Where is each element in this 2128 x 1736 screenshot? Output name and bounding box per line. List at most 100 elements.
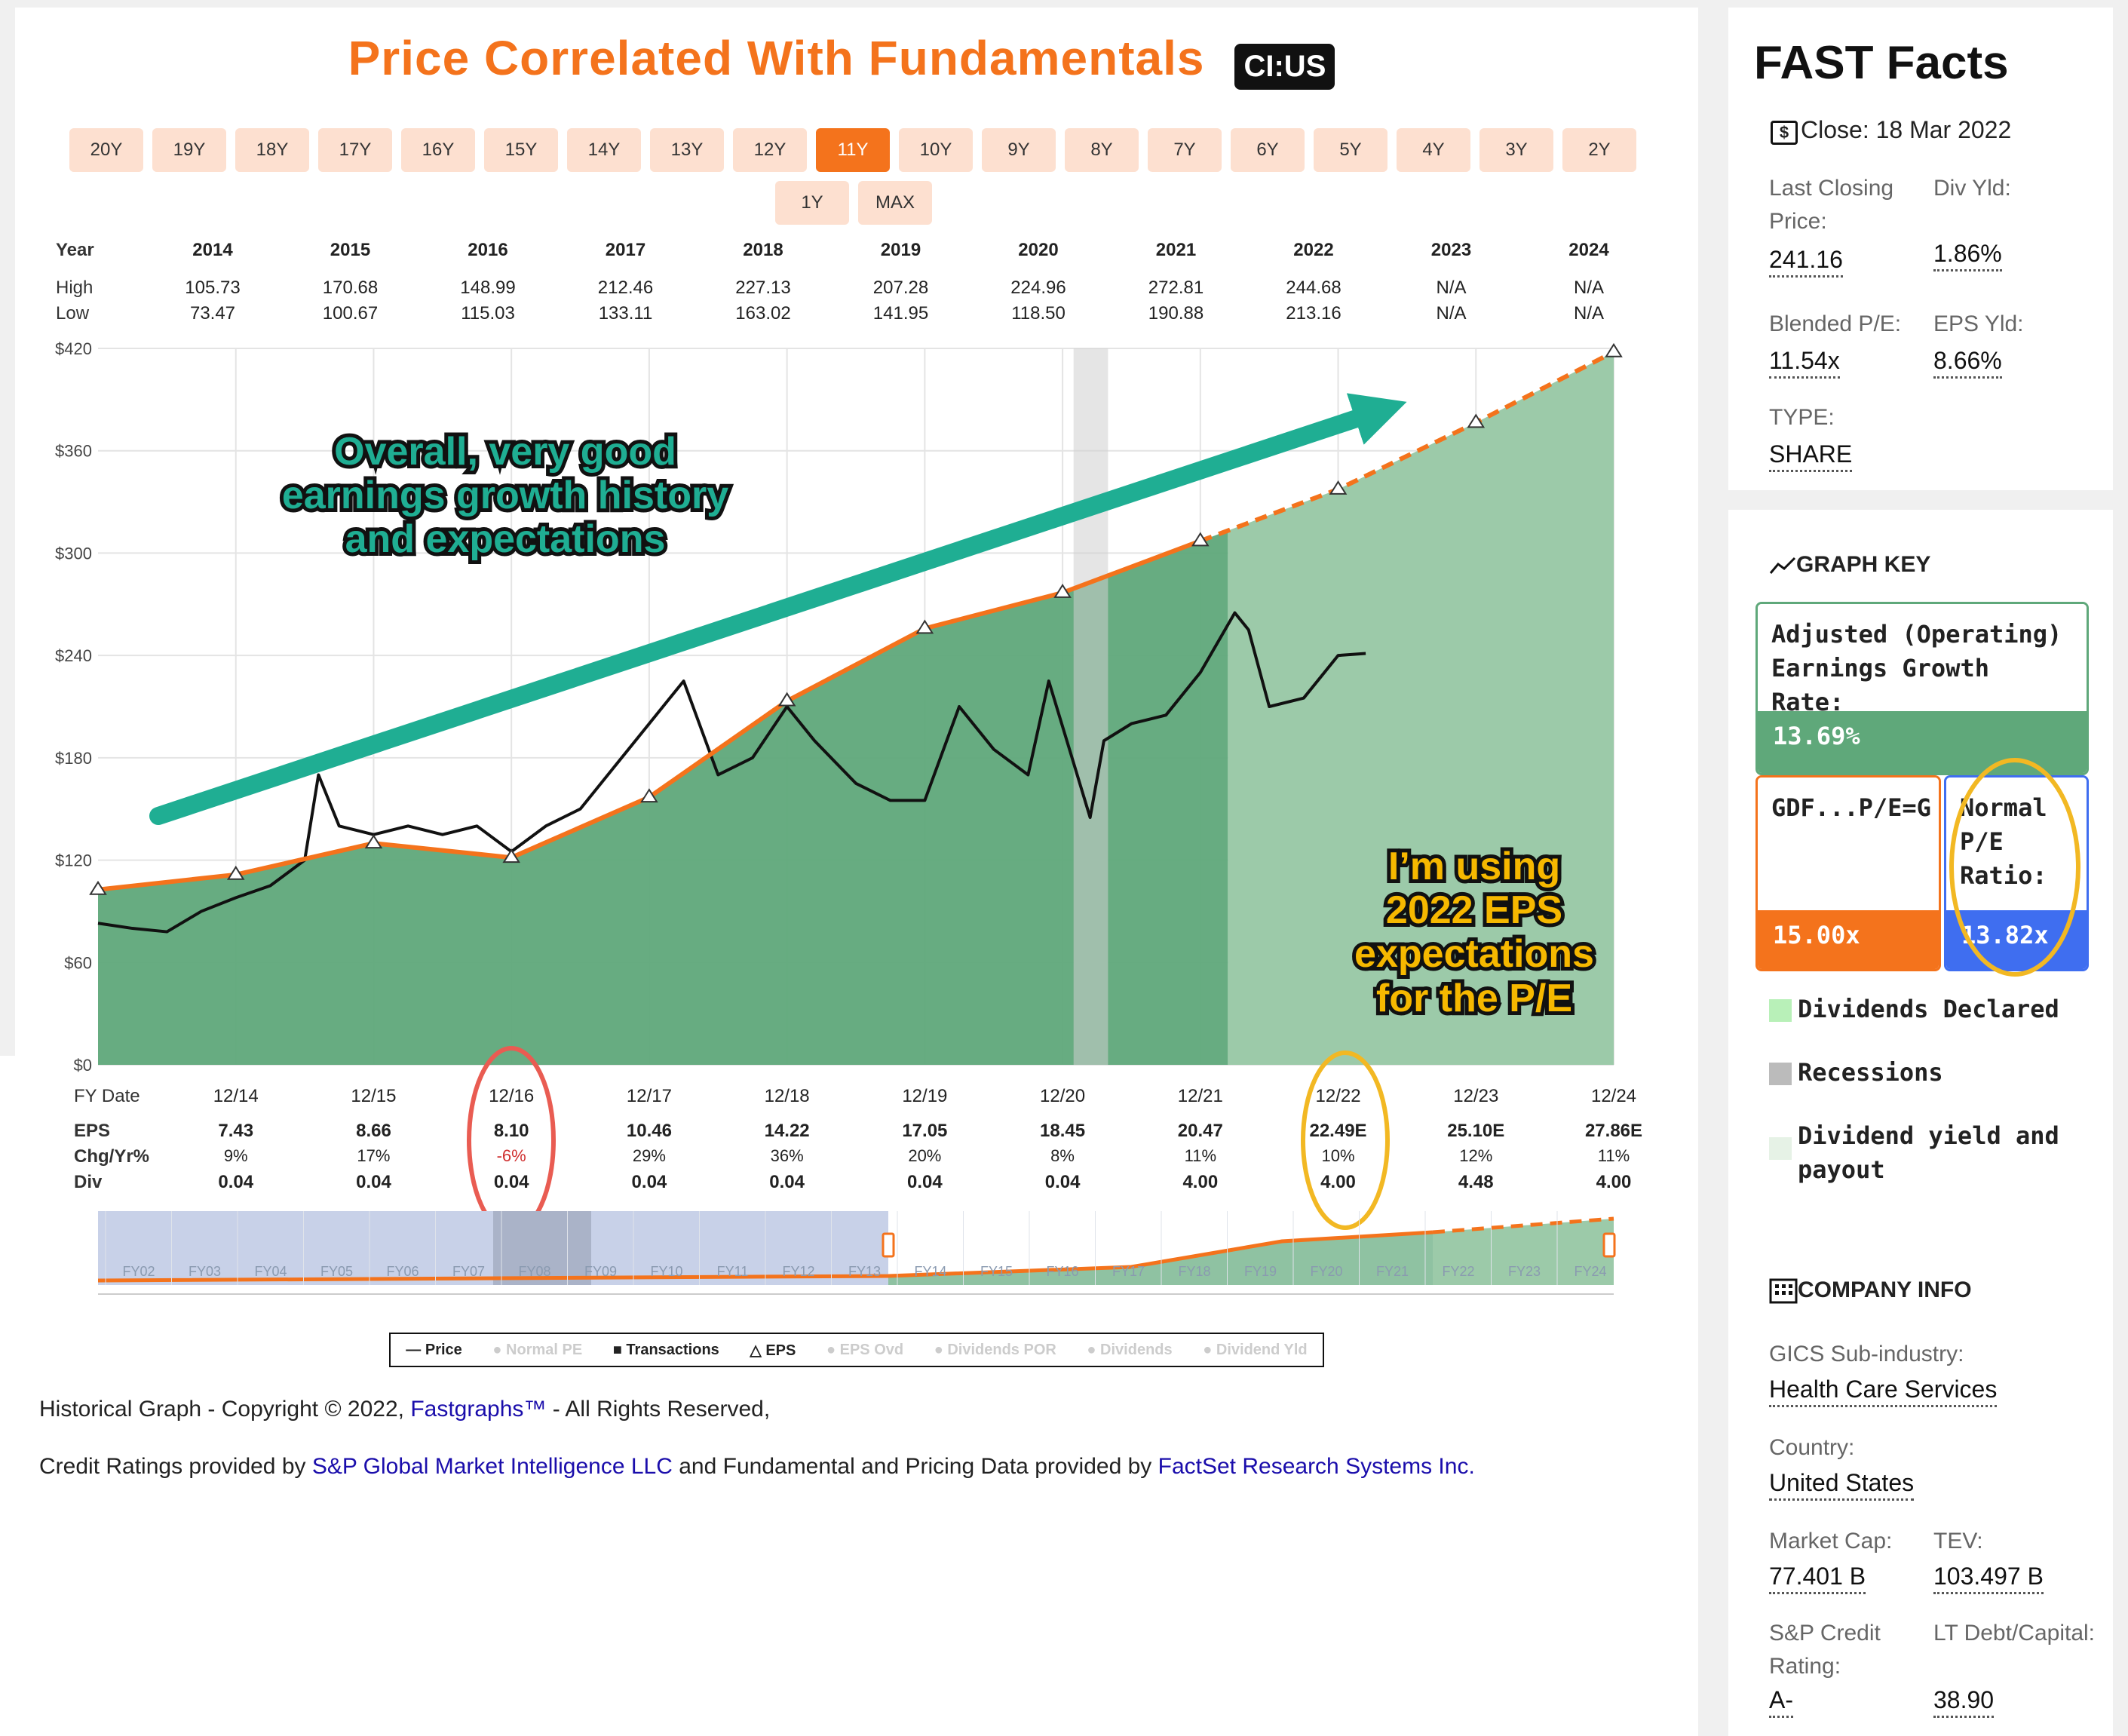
- y-tick-label: $0: [74, 1056, 92, 1075]
- eps-marker: [640, 788, 658, 803]
- timeframe-button-20y[interactable]: 20Y: [69, 128, 143, 172]
- overview-label: FY09: [584, 1264, 617, 1279]
- timeframe-button-8y[interactable]: 8Y: [1065, 128, 1139, 172]
- div-label: Div: [74, 1172, 103, 1192]
- chg-value: 20%: [908, 1146, 942, 1165]
- chg-value: 36%: [770, 1146, 804, 1165]
- graph-key-card: GRAPH KEY Adjusted (Operating) Earnings …: [1728, 510, 2113, 1264]
- year-header: 2023: [1430, 240, 1472, 260]
- eps-value: 14.22: [764, 1121, 810, 1141]
- timeframe-button-max[interactable]: MAX: [858, 181, 932, 225]
- timeframe-button-12y[interactable]: 12Y: [733, 128, 807, 172]
- type-value[interactable]: SHARE: [1769, 440, 1853, 472]
- eps-marker: [1605, 342, 1623, 357]
- legend-item[interactable]: — Price: [406, 1341, 462, 1358]
- blended-pe-value[interactable]: 11.54x: [1769, 347, 1840, 379]
- timeframe-button-18y[interactable]: 18Y: [235, 128, 309, 172]
- chg-value: -6%: [496, 1146, 526, 1165]
- last-close-value[interactable]: 241.16: [1769, 246, 1843, 278]
- ticker-badge: CI:US: [1234, 44, 1335, 90]
- timeframe-button-11y[interactable]: 11Y: [816, 128, 890, 172]
- legend-item[interactable]: ● EPS Ovd: [826, 1341, 904, 1358]
- tev-label: TEV:: [1933, 1529, 1983, 1554]
- year-header: 2020: [1018, 240, 1059, 260]
- legend-item[interactable]: ● Dividend Yld: [1203, 1341, 1308, 1358]
- timeframe-button-7y[interactable]: 7Y: [1148, 128, 1222, 172]
- div-value: 0.04: [218, 1172, 254, 1192]
- dividend-yield-swatch: [1769, 1137, 1792, 1160]
- eps-value: 25.10E: [1447, 1121, 1505, 1141]
- legend-item[interactable]: △ EPS: [750, 1342, 796, 1359]
- timeframe-button-3y[interactable]: 3Y: [1479, 128, 1553, 172]
- year-header: 2022: [1293, 240, 1334, 260]
- legend-item[interactable]: ● Normal PE: [492, 1341, 583, 1358]
- country-value[interactable]: United States: [1769, 1469, 1915, 1501]
- low-value: 100.67: [322, 303, 379, 324]
- timeframe-button-6y[interactable]: 6Y: [1231, 128, 1305, 172]
- gdf-pe-label: GDF...P/E=G: [1758, 778, 1939, 910]
- range-overview[interactable]: FY02 FY03 FY04 FY05 FY06 FY07 FY08 FY09 FY10 FY11…: [0, 1207, 1698, 1305]
- timeframe-button-5y[interactable]: 5Y: [1314, 128, 1387, 172]
- page-title: Price Correlated With Fundamentals: [348, 31, 1205, 85]
- chg-value: 17%: [357, 1146, 391, 1165]
- timeframe-button-14y[interactable]: 14Y: [567, 128, 641, 172]
- normal-pe-box: Normal P/E Ratio: 13.82x: [1944, 775, 2089, 971]
- timeframe-button-17y[interactable]: 17Y: [318, 128, 392, 172]
- eps-value: 22.49E: [1309, 1121, 1367, 1141]
- normal-pe-highlight: [1949, 758, 2080, 977]
- eps-marker: [915, 619, 934, 634]
- high-value: 272.81: [1148, 278, 1204, 298]
- chg-value: 11%: [1597, 1146, 1630, 1165]
- timeframe-button-15y[interactable]: 15Y: [484, 128, 558, 172]
- year-header: 2021: [1155, 240, 1197, 260]
- y-tick-label: $120: [55, 851, 92, 870]
- dividends-declared-key: Dividends Declared: [1769, 992, 2059, 1026]
- overview-label: FY24: [1574, 1264, 1606, 1279]
- sp-global-link[interactable]: S&P Global Market Intelligence LLC: [311, 1454, 673, 1479]
- y-tick-label: $420: [55, 339, 92, 358]
- overview-handle[interactable]: [882, 1232, 895, 1258]
- fastgraphs-link[interactable]: Fastgraphs™: [410, 1397, 547, 1422]
- recessions-label: Recessions: [1798, 1058, 1943, 1087]
- timeframe-button-19y[interactable]: 19Y: [152, 128, 226, 172]
- eps-marker: [89, 880, 107, 895]
- timeframe-button-10y[interactable]: 10Y: [899, 128, 973, 172]
- timeframe-button-1y[interactable]: 1Y: [775, 181, 849, 225]
- div-yld-value[interactable]: 1.86%: [1933, 240, 2002, 271]
- eps-value: 18.45: [1040, 1121, 1086, 1141]
- timeframe-button-9y[interactable]: 9Y: [982, 128, 1056, 172]
- close-date-text: Close: 18 Mar 2022: [1801, 116, 2012, 143]
- gics-value[interactable]: Health Care Services: [1769, 1376, 1998, 1407]
- tev-value[interactable]: 103.497 B: [1933, 1563, 2044, 1594]
- fast-facts-card: FAST Facts $ Close: 18 Mar 2022 Last Clos…: [1728, 8, 2113, 490]
- trend-arrow: [149, 393, 1407, 825]
- timeframe-button-16y[interactable]: 16Y: [401, 128, 475, 172]
- credit-mid-text: and Fundamental and Pricing Data provide…: [672, 1454, 1158, 1479]
- year-header: 2018: [743, 240, 783, 260]
- company-info-heading: COMPANY INFO: [1769, 1277, 1972, 1304]
- high-value: 105.73: [185, 278, 241, 298]
- eps-yld-value[interactable]: 8.66%: [1933, 347, 2002, 379]
- credit-rating-value[interactable]: A-: [1769, 1686, 1793, 1718]
- legend-item[interactable]: ● Dividends: [1087, 1341, 1173, 1358]
- year-header: 2014: [192, 240, 233, 260]
- trend-line-icon: [1769, 557, 1796, 575]
- mcap-value[interactable]: 77.401 B: [1769, 1563, 1866, 1594]
- high-value: 224.96: [1010, 278, 1066, 298]
- building-icon: [1769, 1278, 1798, 1304]
- legend-item[interactable]: ● Dividends POR: [934, 1341, 1056, 1358]
- recessions-key: Recessions: [1769, 1056, 1943, 1090]
- legend-item[interactable]: ■ Transactions: [612, 1341, 719, 1358]
- overview-label: FY03: [189, 1264, 221, 1279]
- x-tick-label: 12/24: [1590, 1086, 1637, 1106]
- x-tick-label: 12/18: [764, 1086, 810, 1106]
- timeframe-button-2y[interactable]: 2Y: [1562, 128, 1636, 172]
- ltdc-value[interactable]: 38.90: [1933, 1686, 1995, 1718]
- factset-link[interactable]: FactSet Research Systems Inc.: [1158, 1454, 1475, 1479]
- timeframe-button-13y[interactable]: 13Y: [650, 128, 724, 172]
- high-value: N/A: [1573, 278, 1604, 298]
- fast-facts-heading: FAST Facts: [1754, 37, 2009, 89]
- copyright-line: Historical Graph - Copyright © 2022, Fas…: [39, 1397, 770, 1422]
- timeframe-button-4y[interactable]: 4Y: [1397, 128, 1470, 172]
- overview-handle[interactable]: [1602, 1232, 1616, 1258]
